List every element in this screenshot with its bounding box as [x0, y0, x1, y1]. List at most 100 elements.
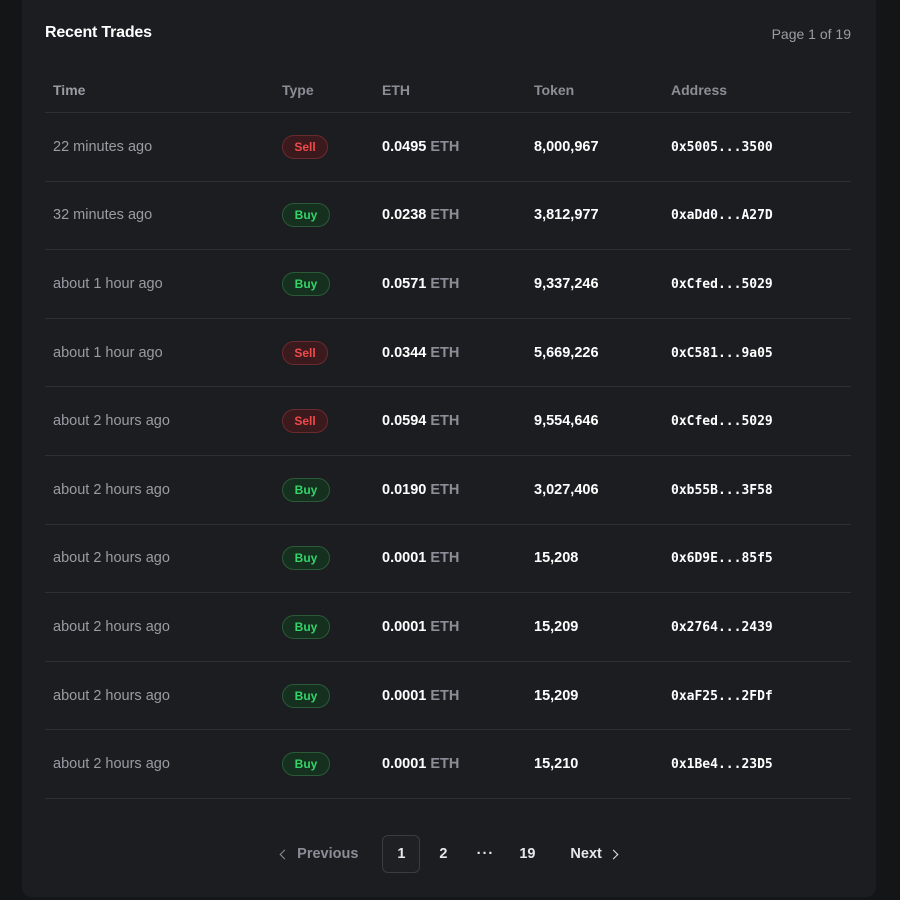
trade-eth-cell: 0.0344 ETH [374, 318, 526, 388]
trade-eth-amount: 0.0190 [382, 481, 427, 498]
trade-address-cell: 0xCfed...5029 [663, 386, 851, 456]
trade-type-cell: Buy [274, 661, 374, 731]
trade-address-cell: 0xaDd0...A27D [663, 181, 851, 251]
trade-token-cell: 15,209 [526, 592, 663, 662]
trade-address-cell: 0x1Be4...23D5 [663, 729, 851, 799]
trade-eth-amount: 0.0001 [382, 550, 427, 567]
trade-address-cell: 0xCfed...5029 [663, 249, 851, 319]
trade-eth-unit: ETH [430, 344, 460, 361]
trade-token-amount: 9,337,246 [534, 275, 599, 292]
trade-eth-unit: ETH [430, 550, 460, 567]
trade-type-badge: Sell [282, 134, 328, 159]
table-row[interactable]: about 2 hours ago Buy 0.0001 ETH 15,209 0x276… [45, 592, 851, 662]
recent-trades-panel: Recent Trades Page 1 of 19 Time Type ETH… [22, 0, 876, 897]
trade-address-link[interactable]: 0xCfed...5029 [671, 414, 773, 430]
page-indicator: Page 1 of 19 [771, 26, 851, 42]
trade-eth-amount: 0.0001 [382, 687, 427, 704]
trade-eth-cell: 0.0571 ETH [374, 249, 526, 319]
trade-type-badge: Buy [282, 477, 330, 502]
trade-type-badge: Buy [282, 752, 330, 777]
trade-time: about 1 hour ago [45, 318, 274, 388]
trade-type-cell: Buy [274, 181, 374, 251]
column-header-eth: ETH [374, 68, 526, 113]
trade-type-cell: Buy [274, 524, 374, 594]
trade-eth-unit: ETH [430, 687, 460, 704]
table-row[interactable]: 22 minutes ago Sell 0.0495 ETH 8,000,967 0x50… [45, 112, 851, 182]
column-header-token: Token [526, 68, 663, 113]
trade-address-link[interactable]: 0xb55B...3F58 [671, 482, 773, 498]
column-header-type: Type [274, 68, 374, 113]
trade-type-badge: Buy [282, 614, 330, 639]
trade-eth-amount: 0.0001 [382, 618, 427, 635]
trade-eth-amount: 0.0594 [382, 413, 427, 430]
column-header-time: Time [45, 68, 274, 113]
trade-time-text: about 2 hours ago [53, 481, 170, 498]
trade-eth-amount: 0.0344 [382, 344, 427, 361]
trade-eth-unit: ETH [430, 413, 460, 430]
panel-title: Recent Trades [45, 24, 152, 41]
trade-address-link[interactable]: 0xCfed...5029 [671, 276, 773, 292]
trade-address-link[interactable]: 0x1Be4...23D5 [671, 757, 773, 773]
trade-eth-unit: ETH [430, 207, 460, 224]
trade-address-link[interactable]: 0xaF25...2FDf [671, 688, 773, 704]
trade-type-badge: Buy [282, 271, 330, 296]
trade-type-cell: Buy [274, 455, 374, 525]
trade-time: 22 minutes ago [45, 112, 274, 182]
trade-type-cell: Sell [274, 386, 374, 456]
trade-eth-unit: ETH [430, 756, 460, 773]
page-button-19[interactable]: 19 [519, 846, 536, 862]
table-row[interactable]: about 1 hour ago Buy 0.0571 ETH 9,337,246 0xC… [45, 249, 851, 319]
trade-time: about 1 hour ago [45, 249, 274, 319]
trades-table: Time Type ETH Token Address 22 minutes a… [45, 68, 851, 799]
table-row[interactable]: about 2 hours ago Buy 0.0001 ETH 15,208 0x6D9… [45, 524, 851, 594]
trade-eth-unit: ETH [430, 275, 460, 292]
chevron-left-icon [279, 849, 290, 859]
table-row[interactable]: about 2 hours ago Sell 0.0594 ETH 9,554,646 0… [45, 386, 851, 456]
trade-token-cell: 15,209 [526, 661, 663, 731]
trade-time-text: about 2 hours ago [53, 756, 170, 773]
trade-time-text: 32 minutes ago [53, 207, 153, 224]
trade-eth-cell: 0.0594 ETH [374, 386, 526, 456]
previous-page-button[interactable]: Previous [279, 846, 359, 862]
table-row[interactable]: 32 minutes ago Buy 0.0238 ETH 3,812,977 0xaDd… [45, 181, 851, 251]
trade-eth-cell: 0.0001 ETH [374, 524, 526, 594]
table-row[interactable]: about 2 hours ago Buy 0.0001 ETH 15,209 0xaF2… [45, 661, 851, 731]
trade-time-text: about 1 hour ago [53, 344, 163, 361]
table-row[interactable]: about 2 hours ago Buy 0.0190 ETH 3,027,406 0x… [45, 455, 851, 525]
table-row[interactable]: about 1 hour ago Sell 0.0344 ETH 5,669,226 0x… [45, 318, 851, 388]
trade-time: about 2 hours ago [45, 386, 274, 456]
trade-eth-cell: 0.0495 ETH [374, 112, 526, 182]
trade-address-link[interactable]: 0x6D9E...85f5 [671, 551, 773, 567]
trade-eth-amount: 0.0001 [382, 756, 427, 773]
page-button-2[interactable]: 2 [439, 846, 448, 862]
trade-type-cell: Sell [274, 318, 374, 388]
trade-address-cell: 0x6D9E...85f5 [663, 524, 851, 594]
trade-eth-amount: 0.0571 [382, 275, 427, 292]
trade-token-cell: 9,337,246 [526, 249, 663, 319]
trade-address-cell: 0xC581...9a05 [663, 318, 851, 388]
trade-address-link[interactable]: 0xC581...9a05 [671, 345, 773, 361]
next-page-button[interactable]: Next [570, 846, 619, 862]
trade-token-cell: 8,000,967 [526, 112, 663, 182]
trade-eth-cell: 0.0190 ETH [374, 455, 526, 525]
trade-address-cell: 0xb55B...3F58 [663, 455, 851, 525]
trade-token-cell: 15,208 [526, 524, 663, 594]
trade-address-cell: 0x2764...2439 [663, 592, 851, 662]
page-button-1[interactable]: 1 [382, 835, 421, 873]
trade-eth-unit: ETH [430, 138, 460, 155]
trade-address-link[interactable]: 0xaDd0...A27D [671, 208, 773, 224]
table-row[interactable]: about 2 hours ago Buy 0.0001 ETH 15,210 0x1Be… [45, 729, 851, 799]
trade-type-badge: Buy [282, 203, 330, 228]
trade-address-link[interactable]: 0x2764...2439 [671, 619, 773, 635]
trade-token-amount: 15,210 [534, 756, 579, 773]
previous-label: Previous [297, 846, 359, 862]
trade-token-cell: 15,210 [526, 729, 663, 799]
trade-time: about 2 hours ago [45, 455, 274, 525]
pagination: Previous 1 2 ··· 19 Next [22, 835, 876, 873]
trade-address-cell: 0x5005...3500 [663, 112, 851, 182]
trade-address-link[interactable]: 0x5005...3500 [671, 139, 773, 155]
trade-time-text: about 2 hours ago [53, 413, 170, 430]
trade-eth-amount: 0.0238 [382, 207, 427, 224]
trade-token-amount: 8,000,967 [534, 138, 599, 155]
trade-address-cell: 0xaF25...2FDf [663, 661, 851, 731]
